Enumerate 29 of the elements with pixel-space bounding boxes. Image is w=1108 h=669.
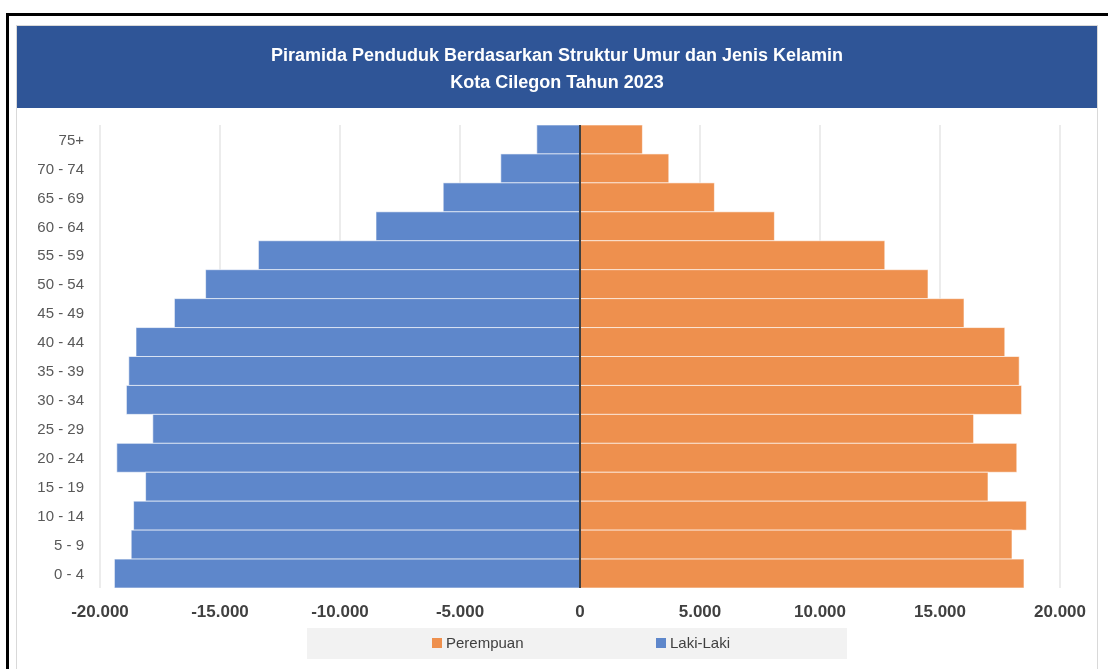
chart-subtitle: Kota Cilegon Tahun 2023: [450, 72, 664, 92]
x-tick-label: -5.000: [435, 602, 485, 621]
y-tick-label: 40 - 44: [37, 333, 84, 351]
legend-label: Perempuan: [446, 634, 524, 651]
y-tick-label: 15 - 19: [37, 477, 84, 495]
y-tick-label: 50 - 54: [37, 275, 84, 293]
x-tick-label: -15.000: [191, 602, 249, 621]
y-tick-label: 35 - 39: [37, 362, 84, 380]
y-tick-label: 75+: [58, 130, 85, 148]
x-tick-label: 0: [575, 602, 585, 621]
y-tick-label: 20 - 24: [37, 449, 84, 467]
y-tick-label: 10 - 14: [37, 506, 84, 524]
text: Laki-Laki: [670, 634, 731, 651]
y-tick-label: 0 - 4: [53, 564, 84, 582]
y-tick-label: 65 - 69: [37, 188, 84, 206]
x-tick-label: -10.000: [311, 602, 369, 621]
y-tick-label: 30 - 34: [37, 391, 84, 409]
y-tick-label: 70 - 74: [37, 159, 84, 177]
x-tick-label: -20.000: [71, 602, 129, 621]
x-tick-label: 15.000: [914, 602, 966, 621]
y-tick-label: 55 - 59: [37, 246, 84, 264]
x-tick-label: 5.000: [678, 602, 722, 621]
x-tick-label: 10.000: [794, 602, 846, 621]
y-tick-label: 45 - 49: [37, 304, 84, 322]
y-tick-label: 60 - 64: [37, 217, 84, 235]
x-tick-label: 20.000: [1034, 602, 1086, 621]
y-tick-label: 5 - 9: [53, 535, 84, 553]
y-tick-label: 25 - 29: [37, 420, 84, 438]
chart-title: Piramida Penduduk Berdasarkan Struktur Umur dan Jenis Kelamin: [270, 45, 844, 65]
